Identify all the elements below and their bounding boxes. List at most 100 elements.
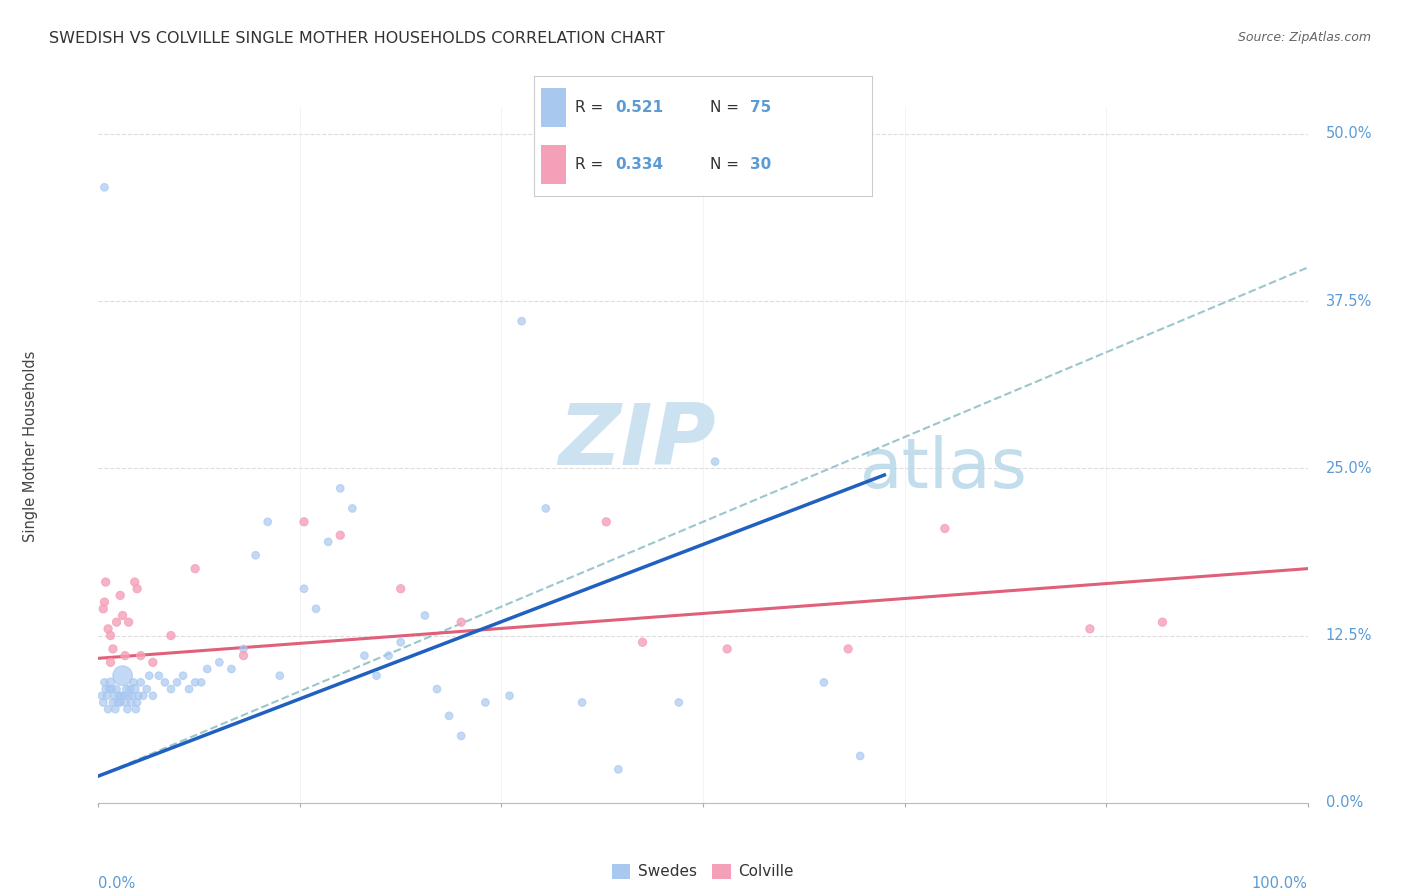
Point [153,675,176,690]
Point [389,635,412,649]
Text: 100.0%: 100.0% [1251,876,1308,891]
Point [94,574,117,589]
Point [125,702,148,716]
Point [114,648,136,663]
Point [366,669,388,683]
Point [108,589,131,603]
Text: 37.5%: 37.5% [1326,293,1372,309]
Point [129,648,152,663]
Point [107,696,129,710]
Point [160,681,183,696]
Point [208,655,231,669]
Point [97,702,120,716]
Text: 0.334: 0.334 [616,157,664,172]
Point [124,574,146,589]
Point [118,689,141,703]
Text: 0.0%: 0.0% [98,876,135,891]
Text: R =: R = [575,157,607,172]
Point [160,628,183,642]
Text: Source: ZipAtlas.com: Source: ZipAtlas.com [1237,31,1371,45]
Point [98,681,121,696]
Point [122,675,145,690]
Point [245,548,267,563]
Point [232,642,254,657]
Point [94,681,117,696]
Point [426,681,449,696]
Point [292,515,315,529]
Point [195,662,218,676]
Point [184,562,207,576]
Point [91,689,114,703]
Point [93,675,115,690]
Point [129,675,152,690]
Point [142,689,165,703]
Text: 75: 75 [751,100,772,115]
Point [121,689,143,703]
Point [934,521,956,535]
Point [108,689,131,703]
Text: 25.0%: 25.0% [1326,461,1372,475]
Point [118,681,141,696]
Point [232,648,254,663]
Point [837,642,859,657]
Point [127,689,149,703]
Point [631,635,654,649]
Point [111,669,134,683]
Point [118,615,141,630]
Point [110,689,132,703]
Point [103,689,125,703]
Text: 0.0%: 0.0% [1326,796,1362,810]
Point [510,314,533,328]
Point [1078,622,1101,636]
Point [377,648,399,663]
Point [292,582,315,596]
Point [607,762,630,776]
Point [498,689,520,703]
Point [148,669,170,683]
Point [105,615,128,630]
Point [120,696,142,710]
Point [135,681,157,696]
Point [716,642,738,657]
Point [813,675,835,690]
Point [256,515,278,529]
Point [305,601,328,615]
Point [111,608,134,623]
Point [571,696,593,710]
Point [450,729,472,743]
Point [105,681,128,696]
Text: R =: R = [575,100,607,115]
Text: 50.0%: 50.0% [1326,127,1372,141]
Point [142,655,165,669]
Point [91,601,114,615]
Point [100,681,122,696]
Point [100,655,122,669]
Point [172,669,194,683]
Point [190,675,212,690]
Point [138,669,160,683]
Point [100,628,122,642]
Text: 12.5%: 12.5% [1326,628,1372,643]
Point [474,696,496,710]
Point [534,501,557,516]
Text: N =: N = [710,157,744,172]
Point [101,696,124,710]
Point [91,696,114,710]
Point [117,702,139,716]
Point [166,675,188,690]
Text: ZIP: ZIP [558,400,716,483]
Point [221,662,243,676]
Bar [541,87,567,127]
Point [112,689,135,703]
Point [329,482,352,496]
Point [1152,615,1174,630]
Point [668,696,690,710]
Point [104,702,127,716]
Point [114,696,136,710]
Text: 30: 30 [751,157,772,172]
Point [413,608,436,623]
Point [115,681,138,696]
Point [127,582,149,596]
Text: atlas: atlas [860,434,1028,502]
Point [704,455,727,469]
